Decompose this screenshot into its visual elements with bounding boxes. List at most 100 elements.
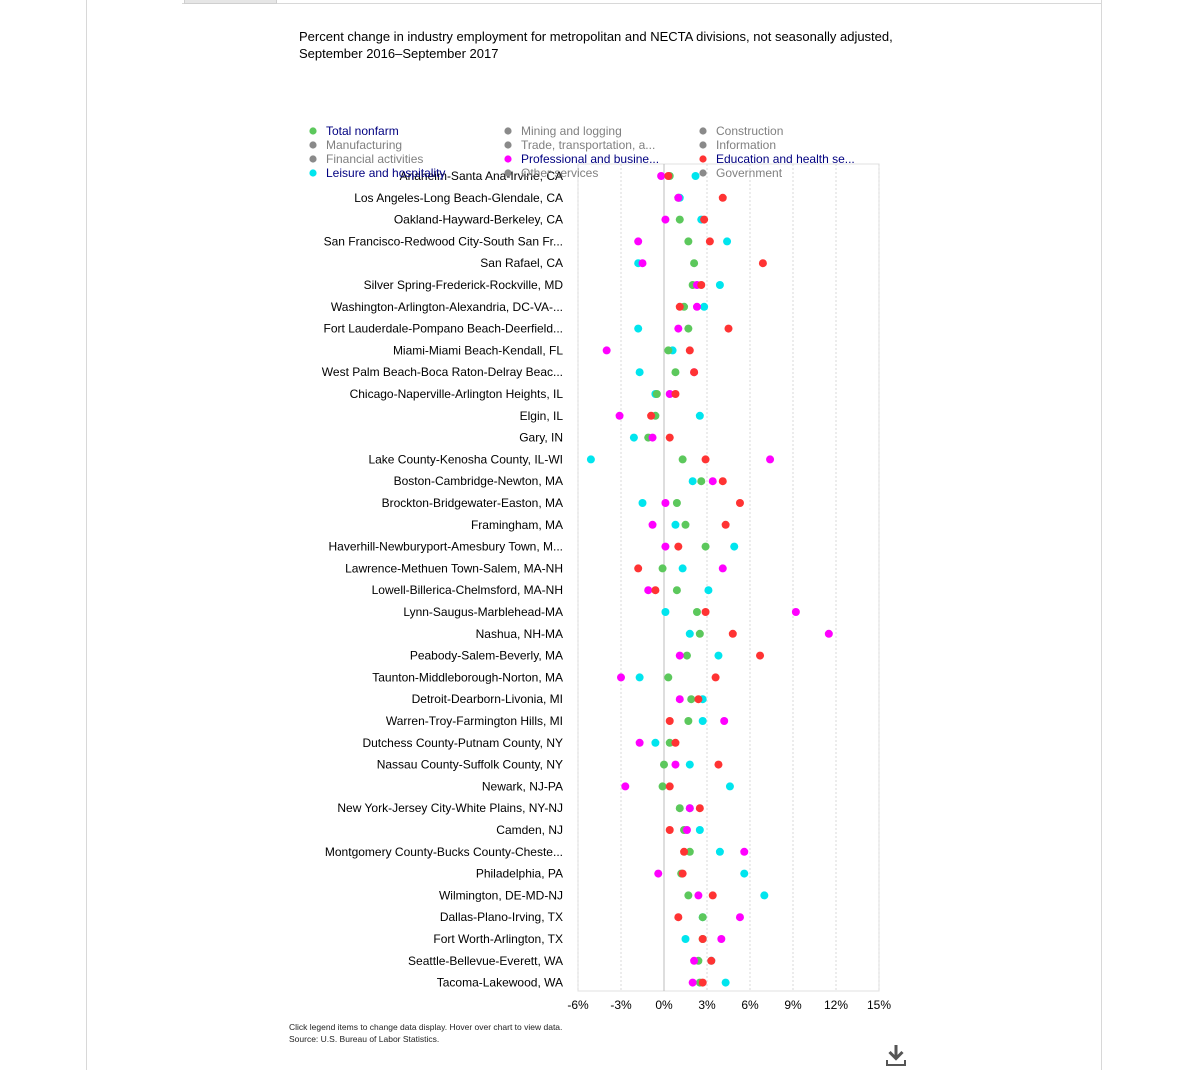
data-point[interactable]: Warren-Troy-Farmington Hills, MI — Educa… bbox=[665, 717, 674, 725]
data-point[interactable]: Nassau County-Suffolk County, NY — Total… bbox=[660, 760, 668, 769]
data-point[interactable]: Boston-Cambridge-Newton, MA — Profession… bbox=[708, 477, 717, 486]
data-point[interactable]: Nassau County-Suffolk County, NY — Leisu… bbox=[685, 760, 694, 769]
tab-stub[interactable] bbox=[184, 0, 277, 4]
download-icon[interactable] bbox=[883, 1043, 909, 1067]
data-point[interactable]: Framingham, MA — Leisure and hospitality… bbox=[671, 520, 680, 529]
data-point[interactable]: Washington-Arlington-Alexandria, DC-VA-.… bbox=[700, 302, 709, 311]
data-point[interactable]: New York-Jersey City-White Plains, NY-NJ… bbox=[675, 804, 684, 813]
data-point[interactable]: West Palm Beach-Boca Raton-Delray Beac..… bbox=[635, 368, 644, 377]
data-point[interactable]: Nashua, NH-MA — Education and health se.… bbox=[728, 629, 737, 638]
data-point[interactable]: Nashua, NH-MA — Professional and busine.… bbox=[824, 629, 833, 638]
data-point[interactable]: Silver Spring-Frederick-Rockville, MD — … bbox=[697, 281, 706, 289]
data-point[interactable]: Brockton-Bridgewater-Easton, MA — Profes… bbox=[661, 499, 670, 507]
data-point[interactable]: Gary, IN — Leisure and hospitality: -2.1… bbox=[629, 433, 638, 442]
data-point[interactable]: Miami-Miami Beach-Kendall, FL — Educatio… bbox=[685, 346, 694, 355]
legend-item[interactable]: Leisure and hospitality bbox=[309, 166, 445, 180]
data-point[interactable]: Dutchess County-Putnam County, NY — Tota… bbox=[665, 738, 674, 747]
data-point[interactable]: Haverhill-Newburyport-Amesbury Town, M..… bbox=[674, 542, 683, 551]
data-point[interactable]: Lake County-Kenosha County, IL-WI — Educ… bbox=[701, 455, 710, 464]
data-point[interactable]: West Palm Beach-Boca Raton-Delray Beac..… bbox=[671, 368, 680, 377]
data-point[interactable]: Anaheim-Santa Ana-Irvine, CA — Professio… bbox=[657, 172, 666, 180]
data-point[interactable]: Los Angeles-Long Beach-Glendale, CA — Pr… bbox=[674, 193, 683, 202]
data-point[interactable]: Elgin, IL — Professional and busine...: … bbox=[615, 411, 624, 420]
data-point[interactable]: Tacoma-Lakewood, WA — Leisure and hospit… bbox=[721, 978, 730, 987]
data-point[interactable]: San Francisco-Redwood City-South San Fr.… bbox=[684, 237, 693, 246]
data-point[interactable]: Dutchess County-Putnam County, NY — Prof… bbox=[635, 738, 644, 747]
data-point[interactable]: Montgomery County-Bucks County-Cheste...… bbox=[680, 847, 689, 856]
data-point[interactable]: Brockton-Bridgewater-Easton, MA — Leisur… bbox=[638, 499, 647, 507]
legend-item[interactable]: Trade, transportation, a... bbox=[504, 138, 655, 152]
data-point[interactable]: Gary, IN — Education and health se...: 0… bbox=[665, 433, 674, 442]
data-point[interactable]: Montgomery County-Bucks County-Cheste...… bbox=[740, 847, 749, 856]
data-point[interactable]: Miami-Miami Beach-Kendall, FL — Professi… bbox=[602, 346, 611, 355]
data-point[interactable]: Detroit-Dearborn-Livonia, MI — Professio… bbox=[675, 695, 684, 704]
data-point[interactable]: Peabody-Salem-Beverly, MA — Professional… bbox=[675, 651, 684, 660]
data-point[interactable]: Gary, IN — Professional and busine...: -… bbox=[648, 433, 657, 442]
data-point[interactable]: Lawrence-Methuen Town-Salem, MA-NH — Edu… bbox=[634, 564, 643, 573]
data-point[interactable]: New York-Jersey City-White Plains, NY-NJ… bbox=[685, 804, 694, 813]
data-point[interactable]: Washington-Arlington-Alexandria, DC-VA-.… bbox=[692, 302, 701, 311]
data-point[interactable]: Montgomery County-Bucks County-Cheste...… bbox=[685, 847, 694, 856]
data-point[interactable]: Wilmington, DE-MD-NJ — Leisure and hospi… bbox=[760, 891, 769, 900]
data-point[interactable]: Lynn-Saugus-Marblehead-MA — Leisure and … bbox=[661, 608, 670, 616]
data-point[interactable]: Nashua, NH-MA — Total nonfarm: 2.5% bbox=[695, 629, 704, 638]
data-point[interactable]: San Francisco-Redwood City-South San Fr.… bbox=[723, 237, 732, 246]
data-point[interactable]: Tacoma-Lakewood, WA — Education and heal… bbox=[698, 978, 707, 987]
data-point[interactable]: Chicago-Naperville-Arlington Heights, IL… bbox=[665, 390, 674, 398]
data-point[interactable]: Taunton-Middleborough-Norton, MA — Profe… bbox=[617, 673, 625, 682]
data-point[interactable]: Tacoma-Lakewood, WA — Professional and b… bbox=[688, 978, 697, 987]
data-point[interactable]: Haverhill-Newburyport-Amesbury Town, M..… bbox=[730, 542, 739, 551]
data-point[interactable]: Haverhill-Newburyport-Amesbury Town, M..… bbox=[661, 542, 670, 551]
data-point[interactable]: Philadelphia, PA — Professional and busi… bbox=[654, 869, 663, 878]
data-point[interactable]: Camden, NJ — Professional and busine...:… bbox=[682, 826, 691, 834]
data-point[interactable]: Philadelphia, PA — Education and health … bbox=[678, 869, 687, 878]
data-point[interactable]: Boston-Cambridge-Newton, MA — Total nonf… bbox=[697, 477, 706, 486]
data-point[interactable]: Dallas-Plano-Irving, TX — Education and … bbox=[674, 913, 683, 922]
data-point[interactable]: Montgomery County-Bucks County-Cheste...… bbox=[715, 847, 724, 856]
data-point[interactable]: Lowell-Billerica-Chelmsford, MA-NH — Pro… bbox=[644, 586, 653, 595]
data-point[interactable]: Peabody-Salem-Beverly, MA — Education an… bbox=[756, 651, 765, 660]
data-point[interactable]: San Rafael, CA — Education and health se… bbox=[758, 259, 767, 268]
data-point[interactable]: Lawrence-Methuen Town-Salem, MA-NH — Tot… bbox=[658, 564, 667, 573]
data-point[interactable]: Fort Worth-Arlington, TX — Professional … bbox=[717, 935, 726, 943]
data-point[interactable]: Silver Spring-Frederick-Rockville, MD — … bbox=[715, 281, 724, 289]
data-point[interactable]: Taunton-Middleborough-Norton, MA — Leisu… bbox=[635, 673, 644, 682]
legend-item[interactable]: Financial activities bbox=[309, 152, 423, 166]
data-point[interactable]: Elgin, IL — Education and health se...: … bbox=[647, 411, 656, 420]
legend-item[interactable]: Total nonfarm bbox=[309, 124, 399, 138]
legend-item[interactable]: Construction bbox=[699, 124, 783, 138]
data-point[interactable]: Lynn-Saugus-Marblehead-MA — Education an… bbox=[701, 608, 710, 616]
data-point[interactable]: Fort Lauderdale-Pompano Beach-Deerfield.… bbox=[674, 324, 683, 333]
data-point[interactable]: Oakland-Hayward-Berkeley, CA — Professio… bbox=[661, 215, 670, 224]
data-point[interactable]: Nassau County-Suffolk County, NY — Profe… bbox=[671, 760, 680, 769]
data-point[interactable]: Dallas-Plano-Irving, TX — Professional a… bbox=[735, 913, 744, 922]
data-point[interactable]: Camden, NJ — Education and health se...:… bbox=[665, 826, 674, 834]
data-point[interactable]: Dallas-Plano-Irving, TX — Total nonfarm:… bbox=[698, 913, 707, 922]
data-point[interactable]: Chicago-Naperville-Arlington Heights, IL… bbox=[652, 390, 661, 398]
data-point[interactable]: Boston-Cambridge-Newton, MA — Leisure an… bbox=[688, 477, 697, 486]
data-point[interactable]: Newark, NJ-PA — Leisure and hospitality:… bbox=[725, 782, 734, 791]
data-point[interactable]: San Francisco-Redwood City-South San Fr.… bbox=[705, 237, 714, 246]
data-point[interactable]: Los Angeles-Long Beach-Glendale, CA — Ed… bbox=[718, 193, 727, 202]
data-point[interactable]: Lake County-Kenosha County, IL-WI — Prof… bbox=[766, 455, 775, 464]
data-point[interactable]: Warren-Troy-Farmington Hills, MI — Total… bbox=[684, 717, 693, 725]
data-point[interactable]: Framingham, MA — Education and health se… bbox=[721, 520, 730, 529]
data-point[interactable]: Lake County-Kenosha County, IL-WI — Leis… bbox=[586, 455, 595, 464]
data-point[interactable]: Camden, NJ — Leisure and hospitality: 2.… bbox=[695, 826, 704, 834]
data-point[interactable]: Wilmington, DE-MD-NJ — Total nonfarm: 1.… bbox=[684, 891, 693, 900]
legend-item[interactable]: Government bbox=[699, 166, 783, 180]
data-point[interactable]: Newark, NJ-PA — Education and health se.… bbox=[665, 782, 674, 791]
data-point[interactable]: Fort Lauderdale-Pompano Beach-Deerfield.… bbox=[634, 324, 643, 333]
legend-item[interactable]: Mining and logging bbox=[504, 124, 622, 138]
data-point[interactable]: Wilmington, DE-MD-NJ — Education and hea… bbox=[708, 891, 717, 900]
data-point[interactable]: Nassau County-Suffolk County, NY — Educa… bbox=[714, 760, 723, 769]
data-point[interactable]: Peabody-Salem-Beverly, MA — Leisure and … bbox=[714, 651, 723, 660]
data-point[interactable]: Taunton-Middleborough-Norton, MA — Educa… bbox=[711, 673, 720, 682]
data-point[interactable]: Oakland-Hayward-Berkeley, CA — Total non… bbox=[675, 215, 684, 224]
data-point[interactable]: Lowell-Billerica-Chelmsford, MA-NH — Tot… bbox=[672, 586, 681, 595]
data-point[interactable]: Framingham, MA — Total nonfarm: 1.5% bbox=[681, 520, 690, 529]
data-point[interactable]: Lynn-Saugus-Marblehead-MA — Professional… bbox=[791, 608, 800, 616]
data-point[interactable]: New York-Jersey City-White Plains, NY-NJ… bbox=[695, 804, 704, 813]
data-point[interactable]: Washington-Arlington-Alexandria, DC-VA-.… bbox=[675, 302, 684, 311]
